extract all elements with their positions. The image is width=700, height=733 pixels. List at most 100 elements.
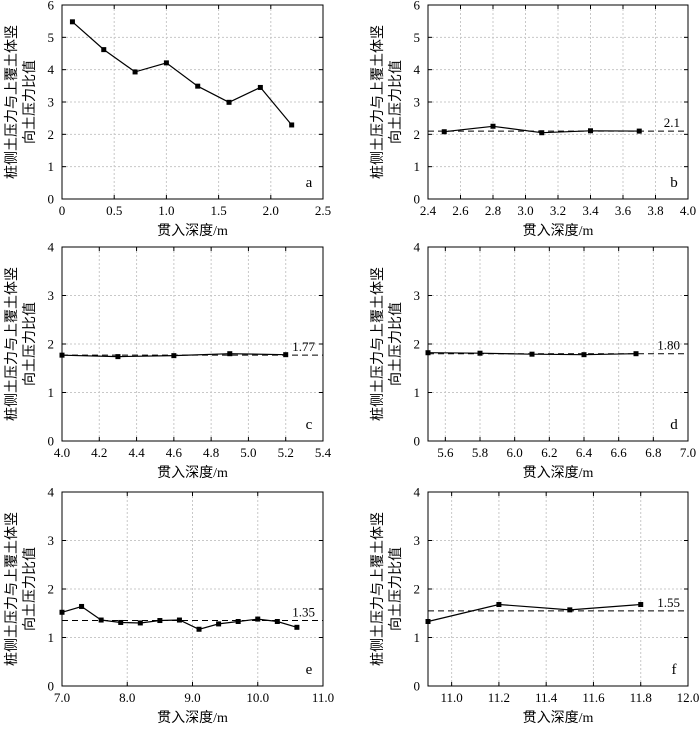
x-tick-label: 6.6 bbox=[611, 445, 628, 460]
x-tick-label: 6.4 bbox=[576, 445, 593, 460]
x-tick-label: 11.0 bbox=[440, 690, 462, 705]
data-point bbox=[283, 352, 289, 358]
data-point bbox=[227, 351, 233, 357]
x-tick-label: 11.4 bbox=[535, 690, 558, 705]
y-tick-label: 1 bbox=[414, 630, 421, 645]
data-point bbox=[539, 130, 545, 136]
x-tick-label: 4.8 bbox=[203, 445, 219, 460]
x-tick-label: 4.0 bbox=[54, 445, 70, 460]
data-point bbox=[69, 19, 75, 25]
data-point bbox=[529, 351, 535, 357]
y-axis-title-line-2: 向土压力比值 bbox=[22, 547, 38, 631]
x-tick-label: 2.6 bbox=[452, 203, 469, 218]
y-tick-label: 4 bbox=[414, 240, 421, 255]
x-tick-label: 11.0 bbox=[312, 690, 334, 705]
x-tick-label: 9.0 bbox=[184, 690, 200, 705]
x-tick-label: 3.6 bbox=[615, 203, 632, 218]
panel-letter: d bbox=[670, 417, 678, 433]
y-axis-title: 桩侧土压力与上覆土体竖 bbox=[369, 25, 386, 179]
panel-letter: e bbox=[306, 662, 313, 678]
x-tick-label: 5.0 bbox=[240, 445, 256, 460]
x-tick-label: 7.0 bbox=[680, 445, 696, 460]
x-tick-label: 3.2 bbox=[550, 203, 566, 218]
x-axis-title: 贯入深度/m bbox=[157, 223, 228, 239]
y-axis-title: 桩侧土压力与上覆土体竖 bbox=[3, 512, 20, 666]
panel-letter: b bbox=[670, 175, 678, 191]
x-tick-label: 4.6 bbox=[166, 445, 183, 460]
y-tick-label: 3 bbox=[414, 95, 421, 110]
x-tick-label: 2.8 bbox=[485, 203, 501, 218]
x-axis-title: 贯入深度/m bbox=[157, 710, 228, 726]
y-axis-title-line-2: 向土压力比值 bbox=[388, 60, 404, 144]
x-tick-label: 2.0 bbox=[263, 203, 279, 218]
y-axis-title: 桩侧土压力与上覆土体竖 bbox=[3, 25, 20, 179]
reference-label: 1.80 bbox=[657, 338, 680, 353]
x-tick-label: 5.6 bbox=[437, 445, 454, 460]
x-axis-title: 贯入深度/m bbox=[523, 465, 594, 481]
y-tick-label: 6 bbox=[414, 0, 421, 13]
x-tick-label: 7.0 bbox=[54, 690, 70, 705]
x-tick-label: 6.0 bbox=[507, 445, 523, 460]
x-tick-label: 8.0 bbox=[119, 690, 135, 705]
y-tick-label: 3 bbox=[48, 95, 55, 110]
y-tick-label: 0 bbox=[414, 679, 421, 694]
y-axis-title-line-2: 向土压力比值 bbox=[22, 302, 38, 386]
y-tick-label: 6 bbox=[48, 0, 55, 13]
data-point bbox=[255, 616, 261, 622]
chart-panel-b: 2.4 2.6 2.8 3.0 3.2 3.4 3.6 3.8 4.0 0 1 2 3 4 5 6 贯入深度/m… bbox=[369, 0, 696, 239]
y-axis-title: 桩侧土压力与上覆土体竖 bbox=[3, 267, 20, 421]
y-tick-label: 5 bbox=[48, 30, 55, 45]
data-point bbox=[257, 84, 263, 90]
x-tick-label: 0 bbox=[59, 203, 66, 218]
panel-letter: c bbox=[306, 417, 313, 433]
y-tick-label: 4 bbox=[414, 485, 421, 500]
x-tick-label: 10.0 bbox=[246, 690, 269, 705]
data-point bbox=[157, 618, 163, 624]
y-tick-label: 0 bbox=[414, 434, 421, 449]
data-point bbox=[132, 69, 138, 75]
series-line bbox=[427, 603, 641, 623]
data-point bbox=[79, 603, 85, 609]
x-axis-title: 贯入深度/m bbox=[523, 710, 594, 726]
x-tick-label: 4.4 bbox=[128, 445, 145, 460]
data-point bbox=[101, 47, 107, 53]
y-tick-label: 0 bbox=[414, 192, 421, 207]
x-tick-label: 4.0 bbox=[680, 203, 696, 218]
data-point bbox=[289, 122, 295, 128]
data-point bbox=[196, 626, 202, 632]
y-tick-label: 1 bbox=[48, 385, 55, 400]
data-point bbox=[118, 619, 124, 625]
x-tick-label: 5.8 bbox=[472, 445, 488, 460]
data-point bbox=[163, 60, 169, 66]
x-tick-label: 4.2 bbox=[91, 445, 107, 460]
y-axis-title-line-2: 向土压力比值 bbox=[388, 547, 404, 631]
data-point bbox=[441, 129, 447, 135]
x-tick-label: 11.8 bbox=[630, 690, 652, 705]
data-point bbox=[59, 352, 65, 358]
y-tick-label: 4 bbox=[48, 62, 55, 77]
data-point bbox=[496, 602, 502, 608]
y-tick-label: 2 bbox=[48, 582, 55, 597]
data-point bbox=[636, 128, 642, 134]
panel-letter: a bbox=[306, 175, 313, 191]
y-tick-label: 3 bbox=[414, 288, 421, 303]
x-tick-label: 11.6 bbox=[582, 690, 605, 705]
data-point bbox=[567, 607, 573, 613]
panel-letter: f bbox=[672, 662, 677, 678]
data-point bbox=[638, 602, 644, 608]
y-tick-label: 5 bbox=[414, 30, 421, 45]
data-point bbox=[226, 99, 232, 105]
reference-label: 1.35 bbox=[292, 605, 315, 620]
data-point bbox=[195, 83, 201, 89]
y-tick-label: 0 bbox=[48, 679, 55, 694]
y-tick-label: 2 bbox=[48, 127, 55, 142]
y-axis-title-line-2: 向土压力比值 bbox=[22, 60, 38, 144]
y-tick-label: 2 bbox=[414, 337, 421, 352]
data-point bbox=[425, 350, 431, 356]
y-tick-label: 2 bbox=[414, 582, 421, 597]
y-tick-label: 0 bbox=[48, 192, 55, 207]
x-tick-label: 3.8 bbox=[647, 203, 663, 218]
x-tick-label: 6.8 bbox=[645, 445, 661, 460]
x-axis-title: 贯入深度/m bbox=[157, 465, 228, 481]
series-line bbox=[72, 21, 293, 126]
